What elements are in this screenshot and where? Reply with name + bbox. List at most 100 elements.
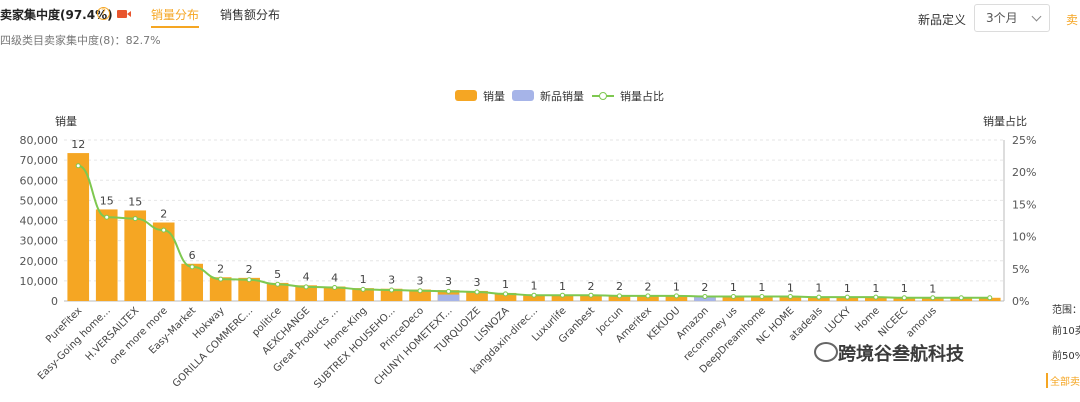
- subtitle: 四级类目卖家集中度(8)：82.7%: [0, 34, 161, 47]
- help-icon[interactable]: ?: [97, 7, 110, 20]
- share-point: [559, 292, 565, 298]
- share-point: [531, 292, 537, 298]
- x-tick-label: NICEEC: [876, 305, 910, 339]
- share-point: [873, 294, 879, 300]
- share-point: [958, 295, 964, 301]
- tab-sales-volume[interactable]: 销量分布: [151, 6, 200, 28]
- y-tick-label: 30,000: [20, 235, 59, 248]
- bar: [238, 277, 260, 301]
- share-point: [730, 293, 736, 299]
- bar: [266, 282, 289, 301]
- bar-label: 15: [128, 195, 142, 208]
- share-point: [759, 293, 765, 299]
- share-point: [218, 276, 224, 282]
- bar: [295, 285, 317, 301]
- y2-tick-label: 0%: [1012, 295, 1029, 308]
- new-product-definition-label: 新品定义: [918, 13, 967, 27]
- watermark: 跨境谷叁航科技: [838, 344, 964, 365]
- y2-tick-label: 15%: [1012, 198, 1036, 211]
- page-title: 卖家集中度(97.4%): [0, 8, 113, 22]
- bar: [380, 288, 403, 301]
- bar-label: 1: [673, 281, 680, 294]
- bar: [209, 277, 232, 301]
- bar: [551, 294, 574, 301]
- bar-label: 1: [787, 281, 794, 294]
- share-point: [702, 293, 708, 299]
- bar-label: 2: [587, 280, 594, 293]
- bar-label: 2: [246, 263, 253, 276]
- legend-label: 销量占比: [620, 90, 664, 103]
- bar-label: 3: [417, 275, 424, 288]
- all-sellers-link[interactable]: 全部卖: [1046, 373, 1080, 388]
- y-tick-label: 80,000: [20, 134, 59, 147]
- share-point: [246, 277, 252, 283]
- bar-label: 2: [160, 208, 167, 221]
- y2-axis-title: 销量占比: [983, 114, 1027, 128]
- bar-label: 3: [474, 276, 481, 289]
- share-point: [275, 281, 281, 287]
- x-tick-label: LUCKY: [823, 305, 854, 336]
- bar-label: 2: [217, 262, 224, 275]
- bar-label: 3: [388, 274, 395, 287]
- share-line: [77, 164, 990, 299]
- bar-label: 1: [559, 280, 566, 293]
- period-select[interactable]: 3个月: [974, 4, 1050, 32]
- y2-tick-label: 20%: [1012, 166, 1036, 179]
- bar-label: 5: [274, 268, 281, 281]
- bar: [580, 294, 602, 301]
- bar: [181, 263, 204, 301]
- legend-swatch: [455, 90, 477, 101]
- y-tick-label: 0: [51, 295, 58, 308]
- bar: [152, 222, 175, 301]
- right-edge-text[interactable]: 卖: [1066, 13, 1079, 27]
- bar-label: 1: [872, 282, 879, 295]
- share-point: [474, 289, 480, 295]
- bar: [67, 153, 90, 301]
- bar-label: 2: [701, 281, 708, 294]
- bar-label: 1: [730, 281, 737, 294]
- share-point: [332, 284, 338, 290]
- wechat-icon: [814, 342, 838, 362]
- new-product-bar: [437, 294, 460, 301]
- share-point: [75, 163, 81, 169]
- legend-item-share[interactable]: 销量占比: [592, 88, 664, 104]
- bar: [409, 289, 431, 301]
- bar-label: 1: [531, 280, 538, 293]
- legend-item-new-sales[interactable]: 新品销量: [512, 88, 584, 104]
- bar-label: 12: [71, 138, 85, 151]
- y-tick-label: 20,000: [20, 255, 59, 268]
- legend-swatch: [512, 90, 534, 101]
- y2-tick-label: 5%: [1012, 263, 1029, 276]
- top10-option[interactable]: 前10卖: [1052, 326, 1080, 337]
- top50-option[interactable]: 前50%: [1052, 351, 1080, 362]
- bar-label: 1: [844, 282, 851, 295]
- video-icon[interactable]: [117, 10, 131, 18]
- bar-label: 6: [189, 249, 196, 262]
- y-tick-label: 50,000: [20, 194, 59, 207]
- bar: [352, 288, 374, 301]
- share-point: [901, 295, 907, 301]
- share-point: [417, 288, 423, 294]
- chart-legend: 销量 新品销量 销量占比: [0, 88, 1080, 104]
- bar-label: 3: [445, 275, 452, 288]
- bar: [95, 209, 118, 301]
- share-point: [616, 293, 622, 299]
- share-point: [645, 293, 651, 299]
- legend-item-sales[interactable]: 销量: [455, 88, 505, 104]
- share-point: [446, 288, 452, 294]
- share-point: [104, 214, 110, 220]
- y2-tick-label: 25%: [1012, 134, 1036, 147]
- share-point: [503, 291, 509, 297]
- share-point: [987, 295, 993, 301]
- period-select-value: 3个月: [986, 11, 1018, 25]
- bar-label: 1: [815, 282, 822, 295]
- y2-tick-label: 10%: [1012, 231, 1036, 244]
- bar-label: 2: [616, 280, 623, 293]
- bar: [323, 286, 346, 301]
- bar-label: 1: [929, 282, 936, 295]
- tab-sales-amount[interactable]: 销售额分布: [220, 8, 281, 22]
- share-point: [673, 293, 679, 299]
- share-point: [816, 294, 822, 300]
- bar-label: 4: [303, 270, 310, 283]
